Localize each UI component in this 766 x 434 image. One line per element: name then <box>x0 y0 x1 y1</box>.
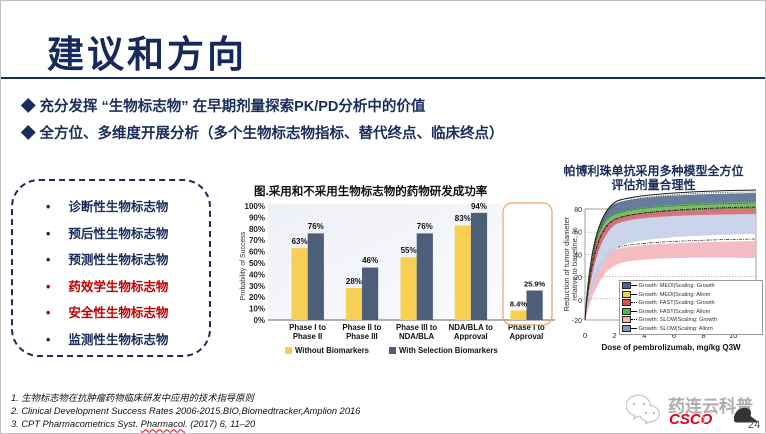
svg-text:relative to baseline, %: relative to baseline, % <box>570 227 579 301</box>
svg-text:®: ® <box>700 418 703 423</box>
svg-text:CSCO: CSCO <box>669 411 713 428</box>
svg-text:24: 24 <box>748 419 760 429</box>
svg-text:2: 2 <box>613 331 617 340</box>
svg-text:0: 0 <box>583 331 587 340</box>
svg-text:-20: -20 <box>572 318 582 325</box>
svg-text:Dose of pembrolizumab, mg/kg Q: Dose of pembrolizumab, mg/kg Q3W <box>601 343 741 352</box>
svg-text:80: 80 <box>574 207 582 214</box>
